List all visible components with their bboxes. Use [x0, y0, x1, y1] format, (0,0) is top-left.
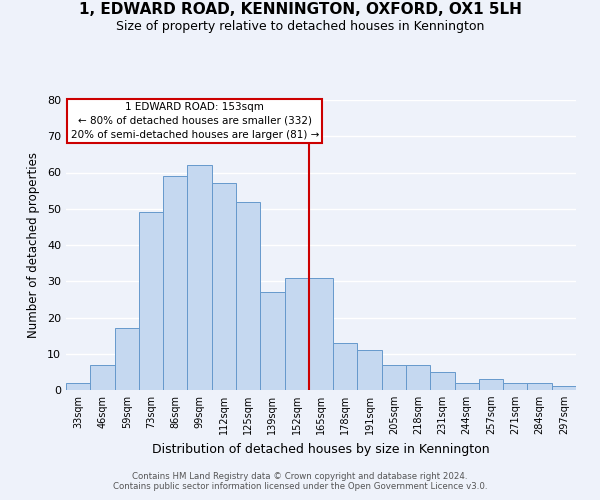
Bar	[187, 165, 212, 390]
Bar	[284, 278, 309, 390]
Bar	[212, 184, 236, 390]
Bar	[479, 379, 503, 390]
Bar	[236, 202, 260, 390]
Text: Contains HM Land Registry data © Crown copyright and database right 2024.: Contains HM Land Registry data © Crown c…	[132, 472, 468, 481]
Bar	[163, 176, 187, 390]
Bar	[358, 350, 382, 390]
Bar	[455, 383, 479, 390]
Bar	[430, 372, 455, 390]
Bar	[139, 212, 163, 390]
Text: 1 EDWARD ROAD: 153sqm
← 80% of detached houses are smaller (332)
20% of semi-det: 1 EDWARD ROAD: 153sqm ← 80% of detached …	[71, 102, 319, 140]
Text: Contains public sector information licensed under the Open Government Licence v3: Contains public sector information licen…	[113, 482, 487, 491]
Text: Size of property relative to detached houses in Kennington: Size of property relative to detached ho…	[116, 20, 484, 33]
Bar	[406, 364, 430, 390]
Bar	[527, 383, 552, 390]
Bar	[66, 383, 90, 390]
Bar	[382, 364, 406, 390]
Text: Distribution of detached houses by size in Kennington: Distribution of detached houses by size …	[152, 442, 490, 456]
Bar	[90, 364, 115, 390]
Bar	[333, 343, 358, 390]
Text: 1, EDWARD ROAD, KENNINGTON, OXFORD, OX1 5LH: 1, EDWARD ROAD, KENNINGTON, OXFORD, OX1 …	[79, 2, 521, 18]
Bar	[260, 292, 284, 390]
Bar	[115, 328, 139, 390]
Bar	[309, 278, 333, 390]
Bar	[552, 386, 576, 390]
Bar	[503, 383, 527, 390]
Y-axis label: Number of detached properties: Number of detached properties	[27, 152, 40, 338]
